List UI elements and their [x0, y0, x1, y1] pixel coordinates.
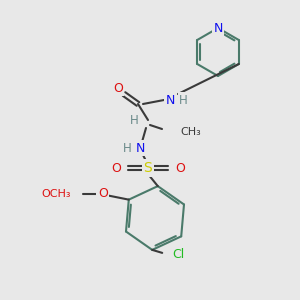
Text: O: O: [113, 82, 123, 94]
Text: S: S: [144, 161, 152, 175]
Text: H: H: [179, 94, 188, 106]
Text: O: O: [111, 161, 121, 175]
Text: N: N: [213, 22, 223, 34]
Text: OCH₃: OCH₃: [41, 189, 71, 199]
Text: O: O: [175, 161, 185, 175]
Text: Cl: Cl: [172, 248, 184, 261]
Text: CH₃: CH₃: [180, 127, 201, 137]
Text: N: N: [165, 94, 175, 106]
Text: O: O: [98, 187, 108, 200]
Text: N: N: [135, 142, 145, 154]
Text: H: H: [130, 115, 138, 128]
Text: H: H: [123, 142, 132, 154]
